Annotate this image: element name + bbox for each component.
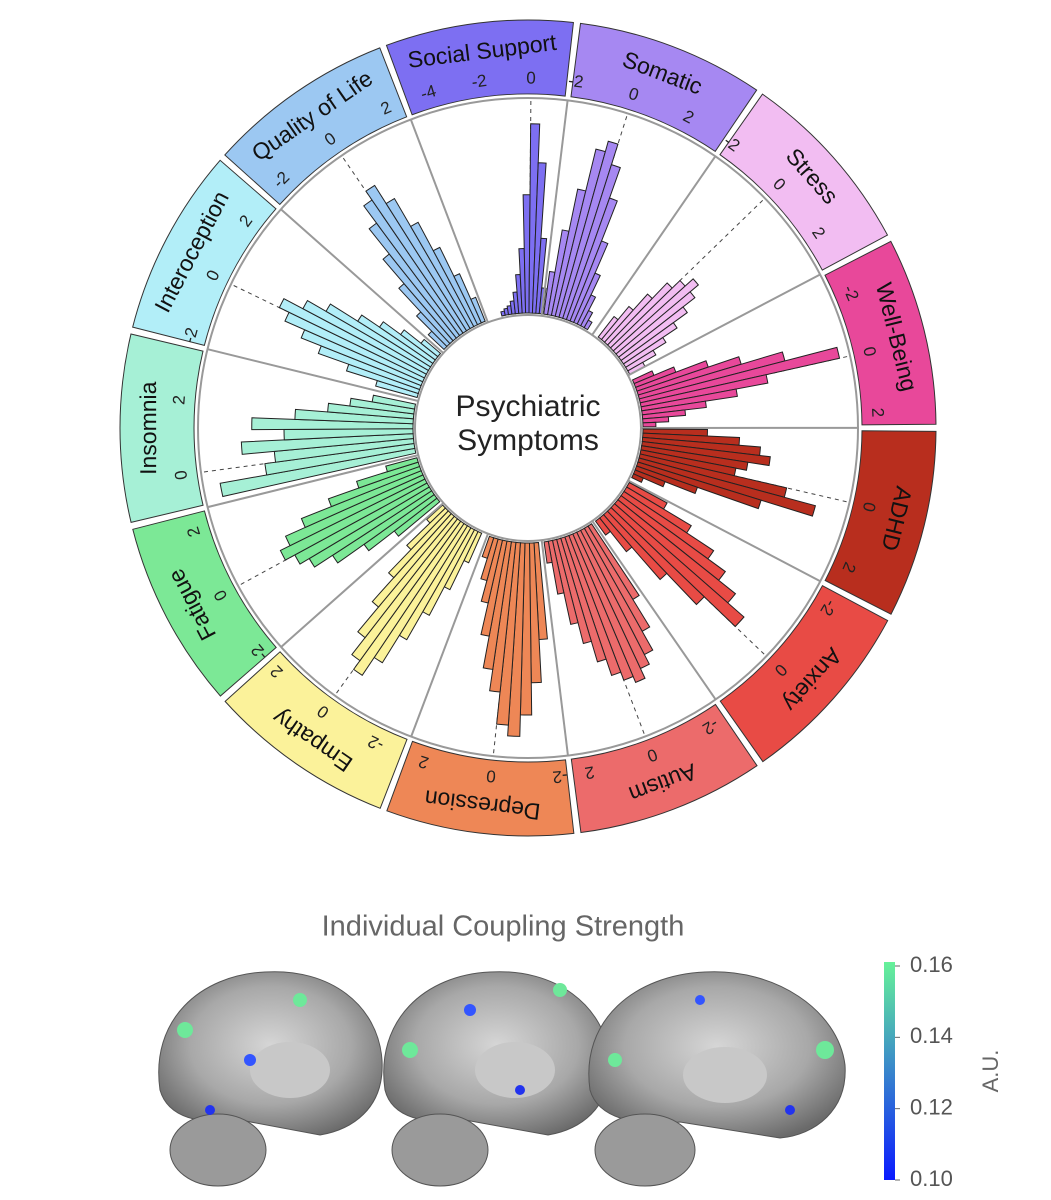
center-title: Psychiatric [455,390,600,423]
tick-label: 0 [526,68,536,87]
sector-divider [410,533,489,737]
sector-box [224,47,408,206]
sector-divider [591,520,717,701]
tick-label: -2 [839,282,862,303]
tick-label: -2 [179,325,201,345]
tick-label: 2 [868,407,887,417]
sector-box [132,510,277,697]
tick-label: 0 [859,500,880,514]
colorbar-tick-label: 0.10 [910,1166,953,1191]
histogram-bar [385,457,419,473]
tick-label: 2 [583,762,596,782]
histogram-bar [631,473,644,483]
sector-divider [591,155,717,336]
circular-chart: Social Support-4 -2 0 Somatic-202Stress-202… [119,19,937,837]
histogram-bar [470,296,486,324]
tick-label: -2 [567,71,585,92]
sector-divider [280,208,445,354]
histogram-bar [420,338,442,358]
tick-label: 0 [485,766,496,786]
tick-label: 2 [169,395,189,406]
sector-divider [207,348,419,402]
sector-box [119,333,204,523]
histogram-bar [425,504,447,524]
histogram-bar [371,394,417,410]
sector-box [385,19,574,116]
center-title: Symptoms [457,424,599,457]
histogram-bar [594,517,612,536]
sector-divider [280,502,445,648]
sector-box [824,430,937,615]
sector-box [570,703,758,834]
brain-slice [588,971,846,1187]
sector-divider [627,479,821,583]
center-circle [414,314,642,542]
sector-box [824,240,937,426]
tick-label: 0 [859,345,880,358]
sector-divider [207,454,419,509]
tick-label: -2 [470,71,488,92]
colorbar-tick-label: 0.14 [910,1023,953,1048]
colorbar-tick-label: 0.16 [910,952,953,977]
brain-slice [383,971,611,1187]
sector-box [386,740,575,837]
sector-box [719,93,889,271]
brain-images [158,971,846,1187]
sector-divider [409,119,489,323]
panel-title: Individual Coupling Strength [322,911,685,943]
histogram-bar [642,421,657,428]
sector-divider [540,540,569,756]
brain-slice [158,971,383,1187]
histogram-bar [481,535,495,559]
sector-box [224,651,408,809]
colorbar-tick-label: 0.12 [910,1094,953,1119]
sector-name: Insomnia [135,381,161,475]
sector-box [132,159,277,347]
sector-divider [540,100,569,316]
tick-label: -2 [552,766,569,786]
tick-label: -2 [365,731,387,755]
colorbar [884,962,895,1180]
histogram-bar [543,540,553,564]
colorbar-label: A.U. [978,1050,1003,1093]
sector-box [570,22,758,153]
tick-label: 0 [171,469,191,481]
sector-divider [627,273,821,377]
tick-label: -4 [418,81,438,104]
histogram-bar [583,319,593,331]
sector-box [719,584,889,763]
